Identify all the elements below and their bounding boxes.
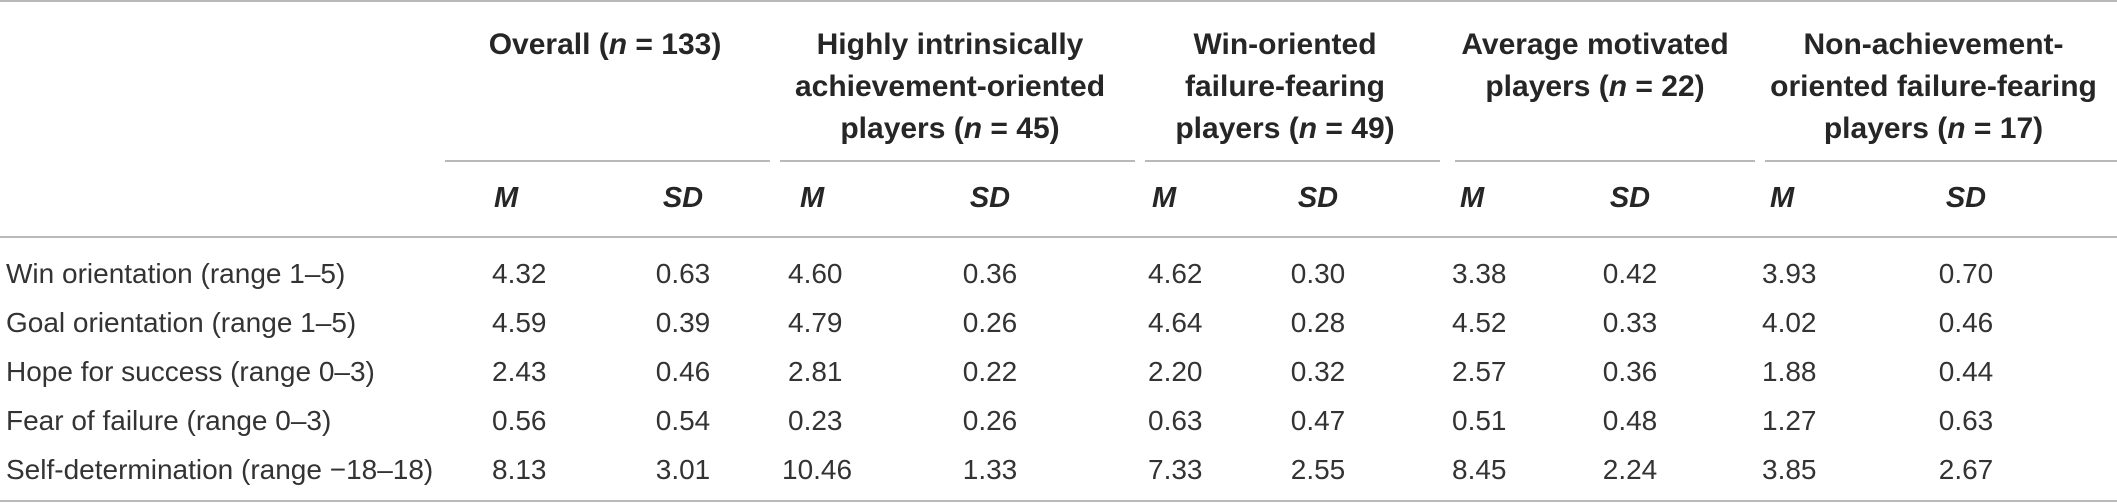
cell-win-sd: 0.47 [1290, 405, 1346, 436]
subheader-m: M [1152, 182, 1177, 214]
top-rule [0, 0, 2117, 2]
group-rule-average-motivated [1455, 160, 1755, 162]
cell-win-m: 4.62 [1148, 258, 1203, 289]
group-header-average-motivated: Average motivated players (n = 22) [1461, 28, 1729, 103]
cell-average-sd: 2.24 [1602, 454, 1658, 485]
subheader-sd: SD [969, 182, 1011, 214]
cell-win-m: 4.64 [1148, 307, 1203, 338]
cell-non-achievement-m: 3.85 [1762, 454, 1817, 485]
group-header-overall: Overall (n = 133) [488, 28, 722, 61]
cell-win-sd: 0.32 [1290, 356, 1346, 387]
cell-overall-m: 2.43 [492, 356, 547, 387]
cell-win-m: 7.33 [1148, 454, 1203, 485]
cell-overall-m: 0.56 [492, 405, 547, 436]
header-bottom-rule [0, 236, 2117, 238]
cell-non-achievement-sd: 0.70 [1938, 258, 1994, 289]
cell-highly-m: 2.81 [788, 356, 843, 387]
cell-average-sd: 0.48 [1602, 405, 1658, 436]
subheader-m: M [494, 182, 519, 214]
cell-win-m: 2.20 [1148, 356, 1203, 387]
group-header-win-oriented: Win-oriented failure-fearing players (n … [1175, 28, 1395, 145]
bottom-rule [0, 500, 2117, 502]
subheader-sd: SD [1609, 182, 1651, 214]
cell-highly-m: 4.79 [788, 307, 843, 338]
row-label: Hope for success (range 0–3) [6, 356, 375, 387]
subheader-sd: SD [1297, 182, 1339, 214]
cell-win-sd: 0.28 [1290, 307, 1346, 338]
cell-non-achievement-sd: 0.46 [1938, 307, 1994, 338]
cell-average-m: 4.52 [1452, 307, 1507, 338]
cell-non-achievement-sd: 2.67 [1938, 454, 1994, 485]
subheader-m: M [1770, 182, 1795, 214]
cell-win-sd: 2.55 [1290, 454, 1346, 485]
group-rule-overall [445, 160, 770, 162]
group-header-highly-intrinsic: Highly intrinsically achievement-oriente… [794, 28, 1106, 145]
group-header-non-achievement: Non-achievement- oriented failure-fearin… [1770, 28, 2097, 145]
cell-highly-sd: 1.33 [962, 454, 1018, 485]
row-label: Self-determination (range −18–18) [6, 454, 434, 485]
cell-average-m: 0.51 [1452, 405, 1507, 436]
cell-non-achievement-m: 1.27 [1762, 405, 1817, 436]
cell-highly-sd: 0.26 [962, 307, 1018, 338]
cell-average-m: 8.45 [1452, 454, 1507, 485]
cell-non-achievement-m: 1.88 [1762, 356, 1817, 387]
cell-overall-sd: 0.46 [655, 356, 711, 387]
subheader-m: M [1460, 182, 1485, 214]
group-rule-non-achievement [1765, 160, 2117, 162]
cell-average-sd: 0.33 [1602, 307, 1658, 338]
row-label: Win orientation (range 1–5) [6, 258, 346, 289]
row-label: Goal orientation (range 1–5) [6, 307, 357, 338]
subheader-m: M [800, 182, 825, 214]
cell-average-sd: 0.36 [1602, 356, 1658, 387]
cell-highly-sd: 0.22 [962, 356, 1018, 387]
cell-highly-m: 0.23 [788, 405, 843, 436]
cell-win-m: 0.63 [1148, 405, 1203, 436]
cell-overall-sd: 0.63 [655, 258, 711, 289]
cell-highly-m: 4.60 [788, 258, 843, 289]
cell-average-sd: 0.42 [1602, 258, 1658, 289]
group-rule-highly-intrinsic [780, 160, 1135, 162]
cell-highly-sd: 0.26 [962, 405, 1018, 436]
cell-win-sd: 0.30 [1290, 258, 1346, 289]
cell-non-achievement-sd: 0.44 [1938, 356, 1994, 387]
cell-average-m: 3.38 [1452, 258, 1507, 289]
cell-highly-sd: 0.36 [962, 258, 1018, 289]
cell-non-achievement-sd: 0.63 [1938, 405, 1994, 436]
cell-highly-m: 10.46 [782, 454, 853, 485]
group-rule-win-oriented [1145, 160, 1440, 162]
cell-overall-sd: 0.54 [655, 405, 711, 436]
cell-non-achievement-m: 4.02 [1762, 307, 1817, 338]
cell-overall-m: 4.59 [492, 307, 547, 338]
cell-non-achievement-m: 3.93 [1762, 258, 1817, 289]
subheader-sd: SD [662, 182, 704, 214]
cell-overall-m: 4.32 [492, 258, 547, 289]
cell-overall-sd: 3.01 [655, 454, 711, 485]
cell-average-m: 2.57 [1452, 356, 1507, 387]
cell-overall-sd: 0.39 [655, 307, 711, 338]
row-label: Fear of failure (range 0–3) [6, 405, 332, 436]
cell-overall-m: 8.13 [492, 454, 547, 485]
subheader-sd: SD [1945, 182, 1987, 214]
